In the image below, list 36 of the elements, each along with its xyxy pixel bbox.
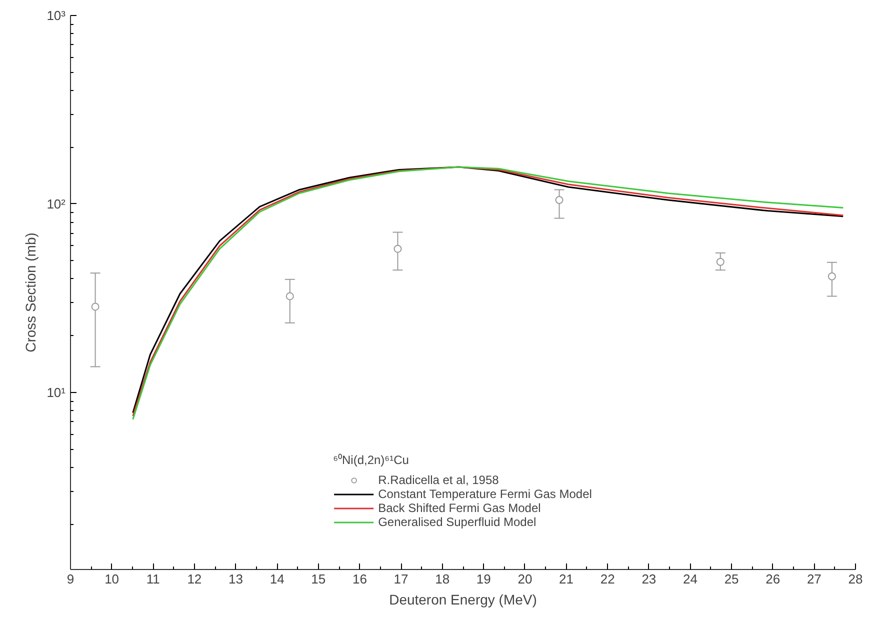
x-tick-label: 26 [766, 572, 780, 586]
x-tick-label: 20 [518, 572, 532, 586]
x-tick-label: 21 [559, 572, 574, 586]
x-tick-label: 17 [394, 572, 408, 586]
x-tick-label: 22 [600, 572, 615, 586]
legend-title: ⁶⁰Ni(d,2n)⁶¹Cu [333, 452, 410, 468]
x-tick-label: 12 [187, 572, 202, 586]
x-tick-label: 15 [311, 572, 326, 586]
x-tick-label: 24 [683, 572, 698, 586]
x-tick-label: 16 [352, 572, 367, 586]
x-tick-label: 19 [476, 572, 491, 586]
x-tick-label: 14 [270, 572, 284, 586]
x-tick-label: 9 [66, 572, 74, 586]
y-tick-label: 10² [46, 196, 66, 212]
x-tick-label: 23 [642, 572, 656, 586]
x-tick-label: 13 [228, 572, 243, 586]
y-tick-label: 10¹ [46, 384, 66, 400]
x-tick-label: 25 [724, 572, 739, 586]
legend-label: R.Radicella et al, 1958 [378, 473, 499, 487]
point [716, 258, 724, 266]
point [286, 292, 294, 300]
point [828, 272, 836, 280]
x-tick-label: 28 [848, 572, 863, 586]
legend-label: Back Shifted Fermi Gas Model [378, 501, 541, 515]
legend-label: Generalised Superfluid Model [378, 515, 536, 529]
x-tick-label: 11 [146, 572, 160, 586]
y-axis-title: Cross Section (mb) [22, 232, 39, 352]
legend-label: Constant Temperature Fermi Gas Model [378, 487, 592, 501]
x-tick-label: 27 [806, 572, 822, 586]
point [91, 302, 100, 311]
point [394, 244, 402, 253]
x-axis-title: Deuteron Energy (MeV) [389, 592, 537, 608]
x-tick-label: 18 [435, 572, 450, 586]
point [555, 196, 564, 204]
x-tick-label: 10 [104, 572, 120, 586]
y-tick-label: 10³ [46, 8, 66, 23]
